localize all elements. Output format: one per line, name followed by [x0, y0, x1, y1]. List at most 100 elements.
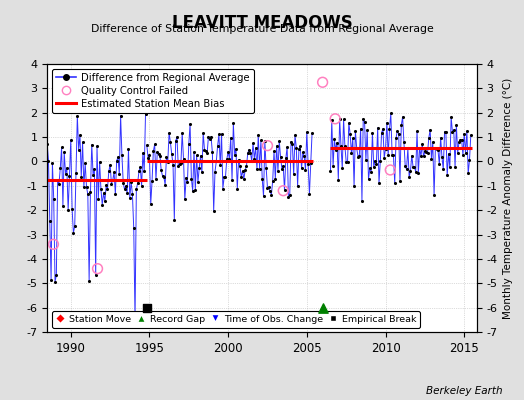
Point — [128, 191, 137, 197]
Point — [108, 177, 117, 184]
Point — [444, 150, 453, 157]
Point — [259, 193, 268, 199]
Point — [276, 154, 285, 161]
Point — [267, 192, 276, 198]
Point — [414, 170, 422, 177]
Point — [260, 138, 269, 145]
Point — [296, 143, 304, 150]
Point — [372, 160, 380, 167]
Point — [237, 174, 245, 180]
Point — [402, 166, 411, 172]
Point — [205, 136, 214, 143]
Point — [350, 183, 358, 189]
Point — [52, 272, 61, 278]
Point — [396, 178, 404, 184]
Point — [49, 241, 58, 248]
Point — [410, 164, 419, 170]
Point — [388, 151, 396, 158]
Point — [461, 150, 470, 156]
Point — [202, 148, 210, 154]
Point — [213, 142, 222, 149]
Point — [122, 183, 130, 189]
Point — [419, 153, 428, 160]
Point — [418, 141, 427, 148]
Point — [253, 166, 261, 172]
Point — [139, 150, 147, 156]
Point — [359, 115, 367, 122]
Point — [263, 185, 271, 191]
Point — [208, 149, 216, 156]
Point — [362, 157, 370, 164]
Point — [464, 170, 472, 177]
Point — [156, 152, 164, 159]
Point — [390, 180, 399, 186]
Point — [442, 129, 450, 135]
Point — [160, 174, 168, 180]
Point — [249, 140, 257, 146]
Point — [140, 168, 148, 174]
Point — [319, 79, 327, 86]
Point — [115, 171, 124, 178]
Point — [409, 164, 417, 170]
Point — [246, 149, 255, 156]
Point — [288, 141, 297, 148]
Point — [293, 183, 302, 189]
Point — [262, 164, 270, 171]
Point — [93, 143, 101, 149]
Point — [141, 110, 150, 117]
Point — [66, 173, 74, 179]
Point — [465, 157, 474, 163]
Point — [439, 166, 447, 172]
Point — [82, 184, 91, 190]
Point — [74, 146, 83, 153]
Point — [196, 152, 205, 159]
Point — [280, 187, 289, 194]
Point — [354, 153, 362, 160]
Point — [445, 164, 454, 171]
Point — [123, 190, 132, 196]
Point — [95, 159, 104, 165]
Point — [291, 132, 299, 138]
Point — [114, 154, 122, 160]
Point — [143, 304, 151, 311]
Point — [342, 159, 351, 165]
Point — [53, 176, 62, 183]
Point — [283, 144, 291, 150]
Point — [377, 129, 386, 136]
Point — [195, 164, 203, 171]
Point — [440, 128, 449, 135]
Point — [457, 136, 466, 143]
Point — [429, 138, 437, 145]
Point — [200, 146, 209, 153]
Point — [341, 143, 349, 149]
Point — [266, 188, 274, 194]
Point — [361, 119, 369, 125]
Point — [64, 207, 72, 213]
Point — [111, 191, 119, 197]
Point — [431, 145, 440, 152]
Point — [61, 170, 70, 177]
Point — [386, 167, 395, 173]
Point — [217, 131, 226, 137]
Point — [187, 175, 195, 182]
Point — [358, 198, 366, 204]
Point — [234, 156, 243, 163]
Point — [427, 156, 435, 162]
Point — [169, 161, 177, 168]
Point — [371, 158, 379, 164]
Point — [351, 128, 359, 134]
Point — [135, 168, 143, 174]
Point — [92, 272, 100, 278]
Point — [254, 132, 263, 138]
Point — [204, 134, 213, 140]
Point — [231, 152, 239, 158]
Point — [329, 162, 337, 169]
Point — [264, 142, 272, 149]
Point — [155, 151, 163, 157]
Point — [46, 218, 54, 224]
Point — [59, 202, 67, 209]
Point — [397, 122, 406, 128]
Point — [131, 317, 139, 323]
Point — [278, 166, 286, 172]
Point — [153, 149, 161, 156]
